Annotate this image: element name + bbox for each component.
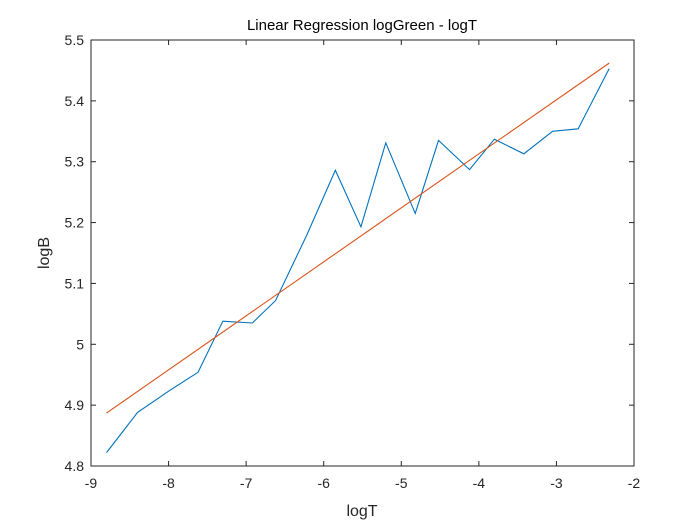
x-tick-label: -7 — [240, 475, 253, 491]
y-tick-label: 4.8 — [65, 458, 85, 474]
plot-area — [90, 39, 635, 467]
y-tick-label: 5.2 — [65, 215, 85, 231]
y-tick-label: 5.3 — [65, 154, 85, 170]
series-line-1 — [106, 68, 610, 453]
x-tick-label: -5 — [395, 475, 408, 491]
x-axis-label: logT — [346, 503, 377, 520]
y-tick-label: 5 — [76, 336, 84, 352]
ticks-layer: -9 -8 -7 -6 -5 -4 -3 -2 4.8 4.9 5 5.1 5.2 5.3 5.4 5.5 — [65, 32, 641, 491]
x-tick-label: -6 — [317, 475, 330, 491]
y-axis-label: logB — [36, 237, 53, 269]
y-tick-label: 4.9 — [65, 397, 85, 413]
y-tick-label: 5.4 — [65, 93, 85, 109]
x-tick-label: -2 — [628, 475, 641, 491]
series-line-2 — [106, 62, 610, 414]
x-tick-label: -3 — [550, 475, 563, 491]
x-tick-label: -8 — [162, 475, 175, 491]
series-layer — [106, 62, 610, 453]
y-tick-label: 5.5 — [65, 32, 85, 48]
y-tick-label: 5.1 — [65, 275, 85, 291]
x-tick-label: -4 — [473, 475, 486, 491]
x-tick-label: -9 — [85, 475, 98, 491]
chart-title: Linear Regression logGreen - logT — [247, 17, 477, 34]
